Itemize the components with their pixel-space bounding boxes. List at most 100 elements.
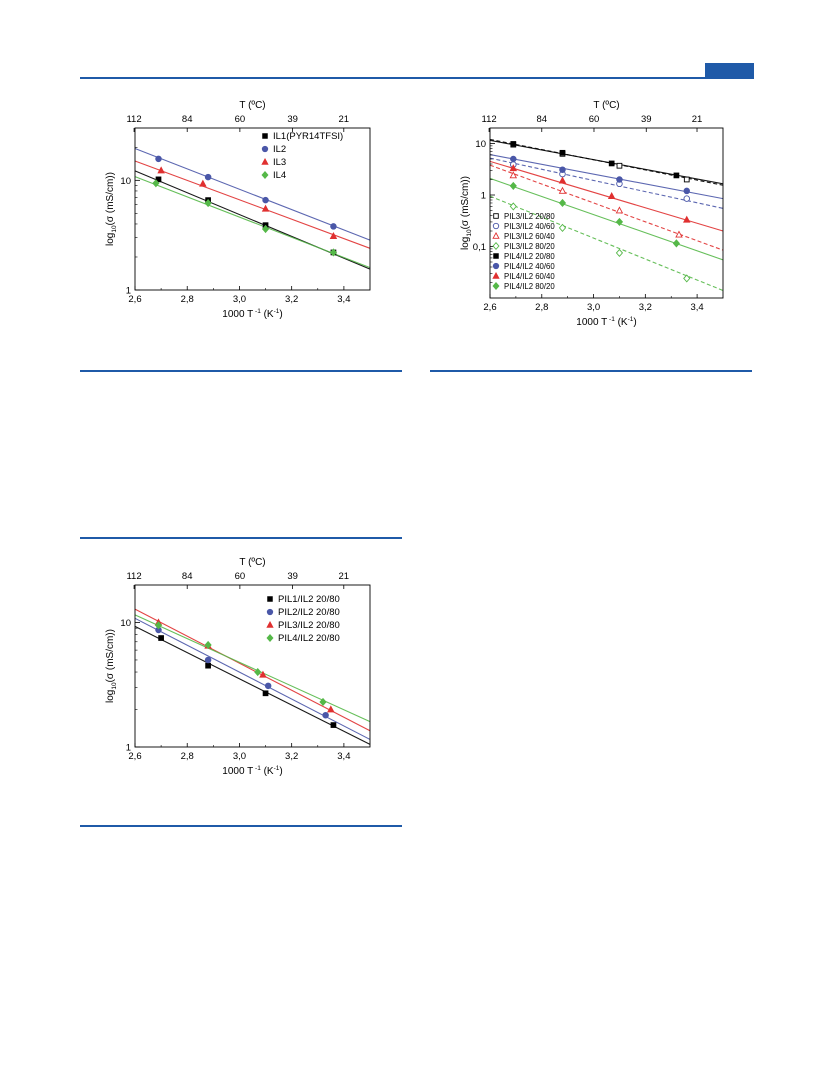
y-tick-label: 1 — [126, 743, 131, 754]
data-point — [327, 705, 335, 713]
section-rule-3 — [80, 537, 402, 539]
data-point — [262, 690, 269, 697]
data-point — [264, 682, 272, 690]
data-point — [204, 199, 212, 208]
y-axis-title-post: (σ (mS/cm)) — [460, 176, 471, 229]
data-point — [683, 274, 691, 283]
data-point — [559, 149, 566, 156]
fit-line-4 — [134, 614, 371, 723]
data-point — [558, 223, 567, 232]
data-point — [615, 248, 624, 258]
top-tick-label: 84 — [182, 571, 193, 582]
x-axis-title-main: 1000 T — [576, 317, 607, 328]
top-tick-label: 84 — [536, 114, 547, 125]
data-point — [262, 196, 269, 204]
top-tick-label: 39 — [287, 571, 298, 582]
legend-marker — [492, 282, 500, 290]
data-point — [204, 173, 212, 181]
x-axis-title-unit: (K — [261, 309, 274, 320]
legend-marker — [262, 133, 268, 139]
data-point — [683, 176, 690, 183]
data-point — [510, 155, 517, 163]
top-axis-title: T (ºC) — [593, 100, 619, 111]
data-point — [152, 179, 160, 188]
x-tick-label: 2,6 — [128, 294, 141, 305]
legend-marker — [492, 242, 500, 250]
data-point — [558, 198, 567, 208]
data-point — [261, 204, 270, 212]
x-axis-title-unit: (K — [615, 317, 628, 328]
top-axis-title: T (ºC) — [239, 100, 265, 111]
x-tick-label: 3,2 — [639, 302, 652, 313]
legend-label: PIL4/IL2 60/40 — [504, 272, 555, 281]
y-axis-title-sub: 10 — [111, 225, 118, 233]
data-point — [672, 239, 681, 248]
legend-marker — [492, 262, 500, 270]
data-point — [675, 230, 683, 238]
legend-marker — [261, 145, 269, 153]
data-point — [558, 186, 567, 194]
fit-line-3 — [134, 160, 371, 249]
top-axis-title: T (ºC) — [239, 557, 265, 568]
fit-line-7 — [489, 160, 724, 232]
legend-label: PIL4/IL2 80/20 — [504, 282, 555, 291]
plot-frame — [489, 127, 724, 299]
x-axis-title-unit-sup: -1 — [274, 765, 280, 772]
y-tick-label: 0,1 — [473, 242, 486, 253]
section-rule-2 — [430, 370, 752, 372]
x-tick-label: 3,0 — [233, 751, 246, 762]
legend-label: PIL3/IL2 80/20 — [504, 242, 555, 251]
data-point — [155, 155, 162, 163]
x-tick-label: 2,8 — [181, 294, 194, 305]
x-axis-title: 1000 T -1 (K-1) — [576, 316, 636, 328]
legend-label: IL2 — [273, 144, 286, 155]
header-tab — [705, 63, 754, 78]
fit-line-5 — [489, 139, 724, 185]
data-point — [259, 670, 267, 678]
legend-marker — [267, 596, 273, 602]
y-axis-title: log10(σ (mS/cm)) — [105, 629, 118, 703]
data-point — [329, 231, 338, 239]
data-point — [509, 171, 518, 179]
legend-label: PIL3/IL2 20/80 — [504, 212, 555, 221]
data-point — [204, 640, 212, 650]
x-axis-title-unit: (K — [261, 766, 274, 777]
legend-label: PIL2/IL2 20/80 — [278, 607, 340, 618]
legend-label: PIL4/IL2 40/60 — [504, 262, 555, 271]
x-axis-title: 1000 T -1 (K-1) — [222, 308, 282, 320]
x-axis-title-close: ) — [633, 317, 636, 328]
data-point — [607, 191, 616, 199]
y-tick-label: 1 — [481, 191, 486, 202]
data-point — [615, 206, 624, 214]
top-tick-label: 39 — [641, 114, 652, 125]
x-axis-title-close: ) — [279, 309, 282, 320]
y-axis-title: log10(σ (mS/cm)) — [460, 176, 473, 250]
data-point — [204, 656, 212, 664]
data-point — [330, 223, 337, 230]
chart-pil-il2-20-80: 2,6 2,8 3,0 3,2 3,4 112 84 60 39 21 T (ºC) 1 10 1000 … — [105, 557, 371, 777]
data-point — [319, 697, 327, 707]
y-axis-title-sub: 10 — [466, 229, 473, 237]
y-axis-title: log10(σ (mS/cm)) — [105, 172, 118, 246]
x-axis-title: 1000 T -1 (K-1) — [222, 765, 282, 777]
legend-marker — [493, 253, 499, 259]
x-axis-title-close: ) — [279, 766, 282, 777]
data-point — [673, 172, 680, 179]
data-point — [683, 215, 691, 223]
x-tick-label: 2,6 — [128, 751, 141, 762]
data-point — [261, 224, 270, 234]
data-point — [509, 164, 518, 172]
data-point — [254, 667, 262, 677]
y-tick-label: 10 — [120, 618, 131, 629]
data-point — [509, 202, 517, 211]
section-rule-4 — [80, 825, 402, 827]
data-point — [510, 141, 517, 147]
legend-marker — [492, 222, 500, 230]
fit-line-8 — [489, 177, 724, 261]
x-axis-title-main: 1000 T — [222, 766, 253, 777]
legend-label: PIL3/IL2 60/40 — [504, 232, 555, 241]
legend-label: IL1(PYR14TFSI) — [273, 131, 343, 142]
legend-label: PIL4/IL2 20/80 — [504, 252, 555, 261]
legend-marker — [266, 620, 274, 628]
data-point — [322, 711, 329, 719]
